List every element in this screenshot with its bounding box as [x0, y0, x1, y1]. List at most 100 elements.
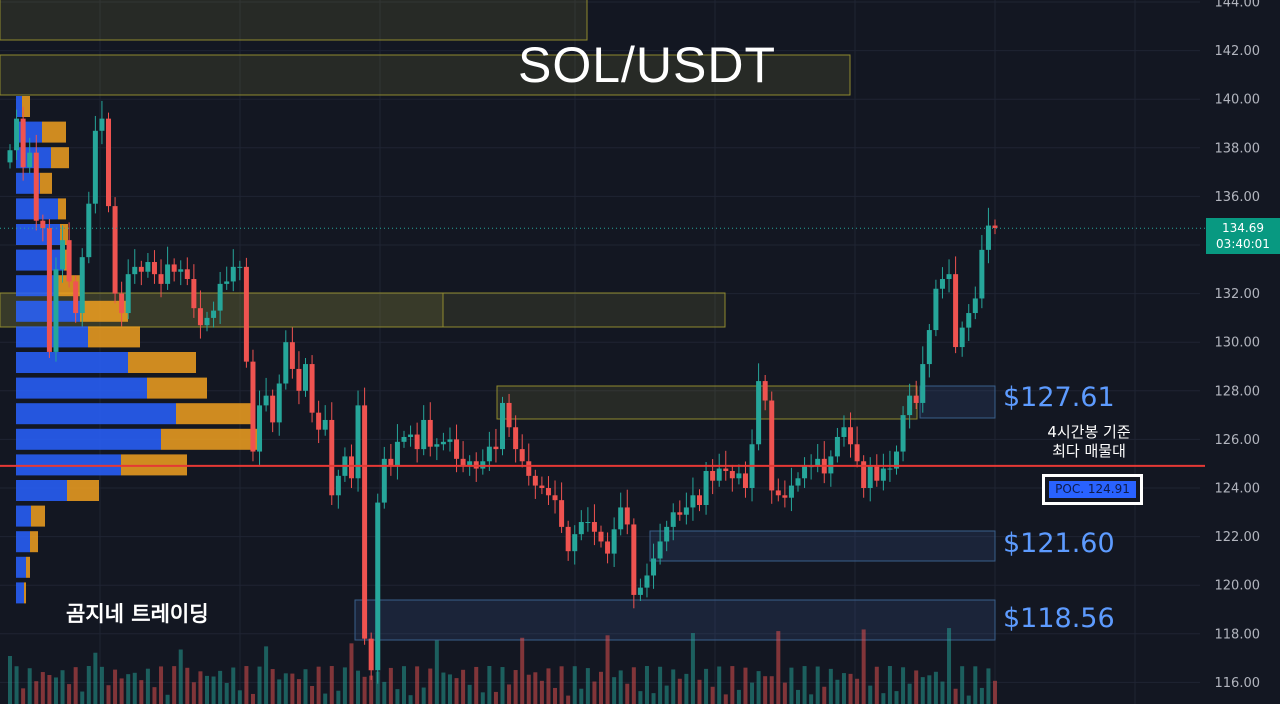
- candle: [900, 406, 906, 462]
- profile-bar-buy: [16, 505, 31, 527]
- candle: [204, 311, 210, 332]
- volume-node-note: 4시간봉 기준 최다 매물대: [1020, 423, 1158, 461]
- volume-bar: [717, 666, 722, 704]
- volume-bar: [395, 689, 400, 704]
- candle-body: [460, 458, 466, 467]
- profile-bar-buy: [16, 352, 128, 373]
- volume-bar: [34, 681, 39, 704]
- candle-body: [335, 475, 341, 496]
- zone-resistance-144: [0, 0, 588, 41]
- candle-body: [972, 298, 978, 314]
- y-tick-label: 124.00: [1215, 482, 1261, 497]
- candle-body: [408, 434, 414, 437]
- volume-bar: [369, 675, 374, 704]
- candle: [138, 260, 144, 286]
- candle: [651, 543, 657, 589]
- candle: [375, 493, 381, 684]
- candle: [933, 279, 939, 337]
- candle-body: [381, 458, 387, 503]
- volume-bar: [454, 678, 459, 704]
- candle-body: [683, 507, 689, 515]
- candle: [953, 256, 959, 354]
- candle-body: [99, 118, 105, 131]
- y-tick-label: 118.00: [1215, 627, 1261, 642]
- volume-bar: [914, 670, 919, 704]
- volume-bar: [316, 666, 321, 704]
- candle-body: [204, 317, 210, 326]
- volume-profile: [16, 96, 261, 604]
- candle-body: [703, 470, 709, 506]
- candle: [775, 478, 781, 502]
- candle: [631, 518, 637, 609]
- volume-bar: [605, 635, 610, 704]
- candle-body: [907, 395, 913, 416]
- candle: [14, 109, 20, 160]
- candle-body: [506, 402, 512, 428]
- profile-bar-sell: [40, 172, 52, 194]
- candle-body: [815, 458, 821, 467]
- candle-body: [92, 130, 98, 204]
- candle-body: [283, 342, 289, 384]
- price-axis: 116.00 118.00 120.00 122.00 124.00 126.00 128.…: [1215, 0, 1261, 691]
- candle: [66, 222, 72, 288]
- volume-bar: [14, 666, 19, 704]
- volume-bar: [382, 681, 387, 704]
- volume-bar: [901, 667, 906, 704]
- candle-body: [966, 313, 972, 328]
- candle: [46, 218, 52, 358]
- candle-body: [598, 531, 604, 542]
- candle: [151, 250, 157, 284]
- candle-body: [611, 529, 617, 554]
- volume-bar: [750, 682, 755, 704]
- candle-body: [802, 466, 808, 479]
- candle-body: [742, 473, 748, 488]
- candle-body: [716, 468, 722, 481]
- candle-body: [296, 368, 302, 391]
- candle-body: [913, 395, 919, 403]
- volume-bar: [224, 682, 229, 704]
- candle: [329, 402, 335, 506]
- candle: [736, 464, 742, 485]
- candle: [362, 387, 368, 645]
- candle: [861, 455, 867, 498]
- y-tick-label: 144.00: [1215, 0, 1261, 11]
- candle: [572, 525, 578, 565]
- candle: [316, 400, 322, 444]
- candle-body: [138, 266, 144, 272]
- volume-bar: [8, 656, 12, 704]
- candle-body: [519, 449, 525, 462]
- volume-bar: [907, 683, 912, 704]
- candle-body: [132, 266, 138, 275]
- zone-level-121: [649, 530, 996, 562]
- candle: [565, 520, 571, 561]
- volume-bar: [599, 671, 603, 704]
- volume-bar: [507, 684, 512, 704]
- volume-bar: [677, 678, 682, 704]
- volume-bar: [21, 688, 26, 704]
- volume-bar: [933, 671, 938, 704]
- profile-bar-buy: [16, 428, 161, 450]
- zone-level-118: [354, 599, 996, 641]
- candle-body: [33, 152, 39, 221]
- candle: [125, 259, 131, 320]
- volume-bar: [723, 694, 728, 704]
- candle: [270, 389, 276, 433]
- volume-bar: [874, 666, 879, 704]
- candle-body: [73, 281, 79, 314]
- candle-body: [158, 274, 164, 284]
- candle: [237, 260, 243, 281]
- volume-bar: [80, 691, 85, 704]
- candle: [303, 357, 308, 397]
- poc-badge: POC. 124.91: [1042, 474, 1143, 505]
- volume-bar: [769, 676, 774, 704]
- candle-body: [276, 383, 282, 423]
- poc-label: POC. 124.91: [1049, 481, 1136, 498]
- volume-bar: [106, 685, 111, 704]
- volume-bar: [73, 667, 78, 704]
- candle: [526, 443, 532, 486]
- candle-body: [710, 470, 716, 481]
- candle-body: [565, 526, 571, 552]
- candle: [972, 286, 978, 320]
- candle: [401, 430, 407, 448]
